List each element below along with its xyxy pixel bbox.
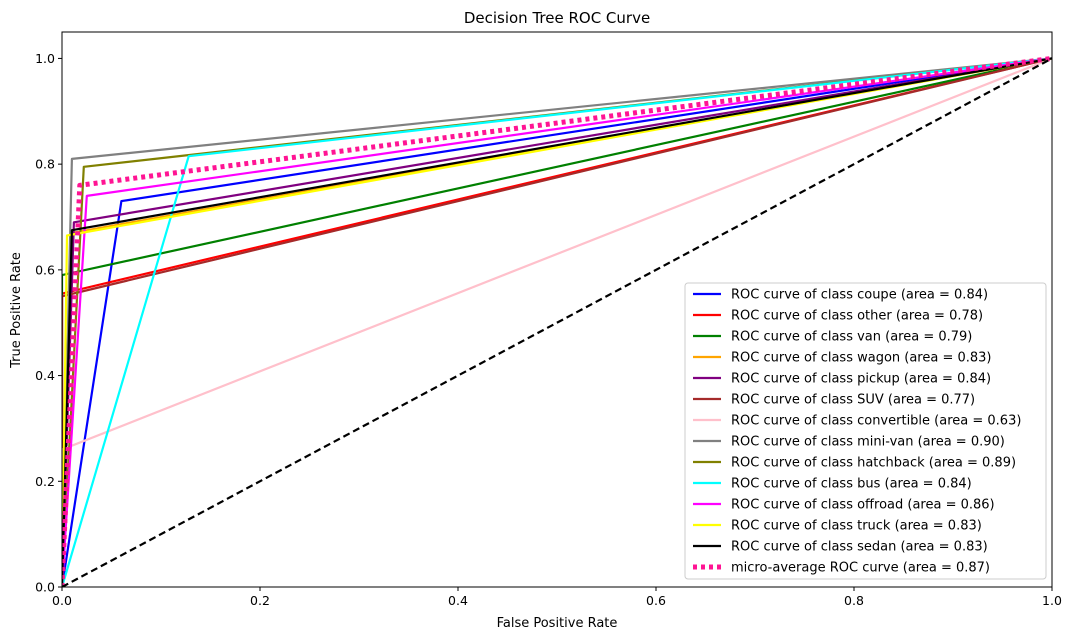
legend-entry-label: ROC curve of class pickup (area = 0.84) [731,372,991,387]
legend-entry-label: ROC curve of class SUV (area = 0.77) [731,393,975,408]
x-tick-label: 0.2 [250,593,270,608]
chart-title: Decision Tree ROC Curve [464,9,650,27]
roc-series-line [62,57,1052,587]
legend-entry-label: ROC curve of class offroad (area = 0.86) [731,498,995,513]
roc-series-line [62,57,1052,587]
legend-entry-label: ROC curve of class van (area = 0.79) [731,330,972,345]
legend-entry-label: ROC curve of class sedan (area = 0.83) [731,540,988,555]
roc-series-line [62,57,1052,587]
plot-lines [62,55,1052,587]
x-tick-label: 0.0 [52,593,72,608]
y-tick-label: 0.4 [35,368,55,383]
x-axis-label: False Positive Rate [497,616,618,631]
legend-entry-label: ROC curve of class truck (area = 0.83) [731,519,982,534]
legend-entry-label: ROC curve of class coupe (area = 0.84) [731,288,988,303]
legend-entry-label: ROC curve of class wagon (area = 0.83) [731,351,992,366]
y-tick-label: 1.0 [35,51,55,66]
roc-series-line [62,57,1052,587]
y-axis-ticks: 0.0 0.2 0.4 0.6 0.8 1.0 [35,51,62,595]
y-tick-label: 0.2 [35,474,55,489]
x-tick-label: 0.6 [646,593,666,608]
legend: ROC curve of class coupe (area = 0.84) RO… [684,282,1047,580]
y-tick-label: 0.0 [35,580,55,595]
roc-series-line [62,57,1052,587]
legend-entry-label: ROC curve of class hatchback (area = 0.8… [731,456,1016,471]
legend-entry-label: ROC curve of class convertible (area = 0… [731,414,1021,429]
legend-entry-label: ROC curve of class mini-van (area = 0.90… [731,435,1005,450]
x-tick-label: 1.0 [1042,593,1062,608]
y-axis-label: True Positive Rate [9,252,24,369]
plot-frame [61,31,1053,588]
legend-entry-label: ROC curve of class bus (area = 0.84) [731,477,972,492]
roc-series-line [62,57,1052,587]
y-tick-label: 0.6 [35,262,55,277]
x-tick-label: 0.4 [448,593,468,608]
chance-diagonal-line [62,57,1052,587]
legend-box [684,282,1047,580]
x-tick-label: 0.8 [844,593,864,608]
roc-series-line [62,55,1052,587]
x-axis-ticks: 0.0 0.2 0.4 0.6 0.8 1.0 [52,587,1062,608]
roc-series-line [62,57,1052,587]
legend-entry-label: micro-average ROC curve (area = 0.87) [731,561,990,576]
legend-entry-label: ROC curve of class other (area = 0.78) [731,309,983,324]
y-tick-label: 0.8 [35,157,55,172]
